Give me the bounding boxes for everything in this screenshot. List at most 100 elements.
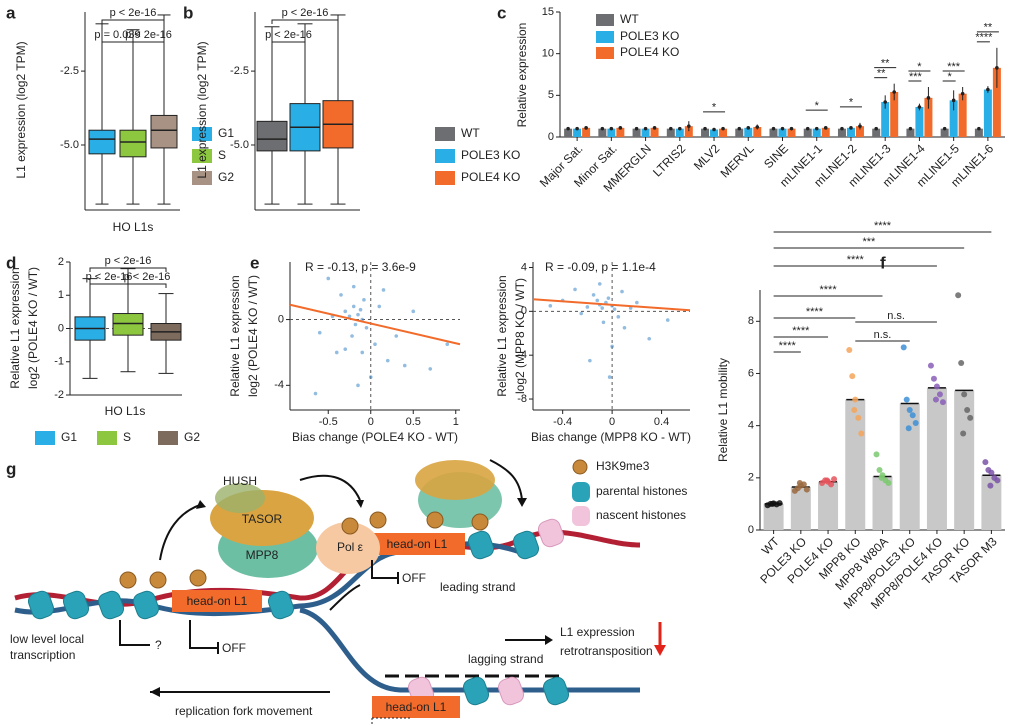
replicate-dot — [926, 96, 931, 100]
y-tick-label: 0 — [278, 313, 284, 325]
y-axis-label: Relative L1 mobility — [716, 358, 730, 462]
y-tick-label: 6 — [748, 367, 754, 379]
comparison-label: n.s. — [874, 329, 892, 341]
point — [356, 383, 360, 388]
y-axis-label: L1 expression (log2 TPM) — [195, 41, 209, 178]
point — [955, 292, 962, 299]
point — [573, 287, 577, 292]
point — [936, 391, 943, 398]
y-axis-label: log2 (MPP8 KO / WT) — [513, 278, 527, 394]
point — [796, 480, 803, 487]
legend-swatch — [35, 431, 55, 445]
arrowheads — [150, 498, 553, 697]
significance-label: ** — [877, 68, 886, 80]
bar — [598, 128, 607, 137]
point — [876, 467, 883, 473]
comparison-label: p < 2e-16 — [110, 7, 157, 19]
point — [601, 320, 606, 325]
point — [402, 363, 407, 368]
point — [616, 315, 621, 319]
point — [852, 396, 859, 403]
x-axis-label: HO L1s — [105, 404, 146, 418]
significance-label: ** — [984, 22, 993, 34]
comparison-label: n.s. — [887, 310, 905, 322]
point — [548, 304, 553, 308]
point — [591, 293, 596, 297]
replicate-dot — [986, 87, 990, 92]
replicate-dot — [609, 126, 614, 131]
bar — [924, 97, 933, 137]
y-tick-label: 0 — [521, 305, 527, 317]
bar — [790, 486, 811, 530]
bar — [778, 128, 787, 137]
point — [912, 420, 919, 427]
replicate-dot — [566, 126, 570, 131]
y-tick-label: 10 — [542, 48, 554, 60]
comparison-bracket — [89, 267, 167, 272]
point — [994, 477, 1001, 484]
point — [588, 358, 592, 363]
point — [769, 500, 776, 507]
replicate-dot — [858, 124, 862, 128]
replicate-dot — [703, 126, 707, 131]
replicate-dot — [600, 126, 605, 131]
y-tick-label: -5.0 — [60, 139, 79, 151]
legend-swatch — [572, 506, 590, 526]
replicate-dot — [883, 100, 887, 104]
bar — [981, 475, 1002, 530]
y-axis-label: Relative L1 expression — [228, 275, 242, 396]
point — [987, 482, 994, 489]
bar — [974, 128, 983, 137]
replicate-dot — [780, 126, 785, 131]
legend-label: G1 — [61, 430, 77, 444]
replicate-dot — [977, 126, 981, 131]
bar — [582, 127, 591, 137]
panel-letter: f — [880, 253, 886, 272]
bar — [926, 387, 947, 530]
comparison-label: p < 2e-16 — [282, 7, 329, 19]
legend-label: POLE4 KO — [461, 170, 520, 184]
comparison-label: p < 2e-16 — [105, 255, 152, 267]
point — [368, 375, 373, 379]
legend-label: POLE3 KO — [461, 148, 520, 162]
legend-swatch — [596, 14, 614, 26]
x-tick-label: MLV2 — [691, 141, 723, 173]
point — [803, 486, 810, 493]
bar — [845, 399, 866, 530]
point — [906, 407, 913, 413]
tasor-label: TASOR — [242, 512, 283, 526]
replicate-dot — [669, 126, 673, 131]
replicate-dot — [721, 126, 725, 131]
off-label: OFF — [402, 571, 426, 585]
y-axis-label: Relative expression — [515, 23, 529, 128]
point — [958, 360, 965, 367]
replicate-dot — [712, 127, 716, 132]
comparison-bracket — [132, 41, 165, 46]
replicate-dot — [755, 125, 760, 129]
y-tick-label: 0 — [58, 322, 64, 334]
point — [967, 414, 974, 421]
point — [855, 414, 862, 421]
point — [610, 344, 614, 349]
replicate-dot — [814, 126, 819, 131]
point — [326, 276, 331, 281]
bar — [632, 128, 641, 137]
comparison-bracket — [101, 41, 134, 46]
legend-label: G2 — [218, 170, 234, 184]
y-axis-label: log2 (POLE4 KO / WT) — [246, 275, 260, 397]
y-tick-label: -4 — [517, 349, 527, 361]
comparison-bracket — [271, 41, 306, 46]
point — [846, 347, 853, 353]
legend-swatch — [192, 149, 212, 163]
point — [347, 314, 352, 319]
bar — [818, 481, 839, 530]
point — [905, 425, 912, 432]
x-tick-label: 1 — [453, 416, 459, 428]
x-tick-label: 0.5 — [406, 416, 421, 428]
bar — [899, 403, 920, 530]
comparison-label: p < 2e-16 — [265, 29, 312, 41]
l1-label: head-on L1 — [386, 700, 447, 714]
bar — [992, 67, 1001, 137]
point — [313, 391, 318, 396]
point — [622, 325, 627, 330]
